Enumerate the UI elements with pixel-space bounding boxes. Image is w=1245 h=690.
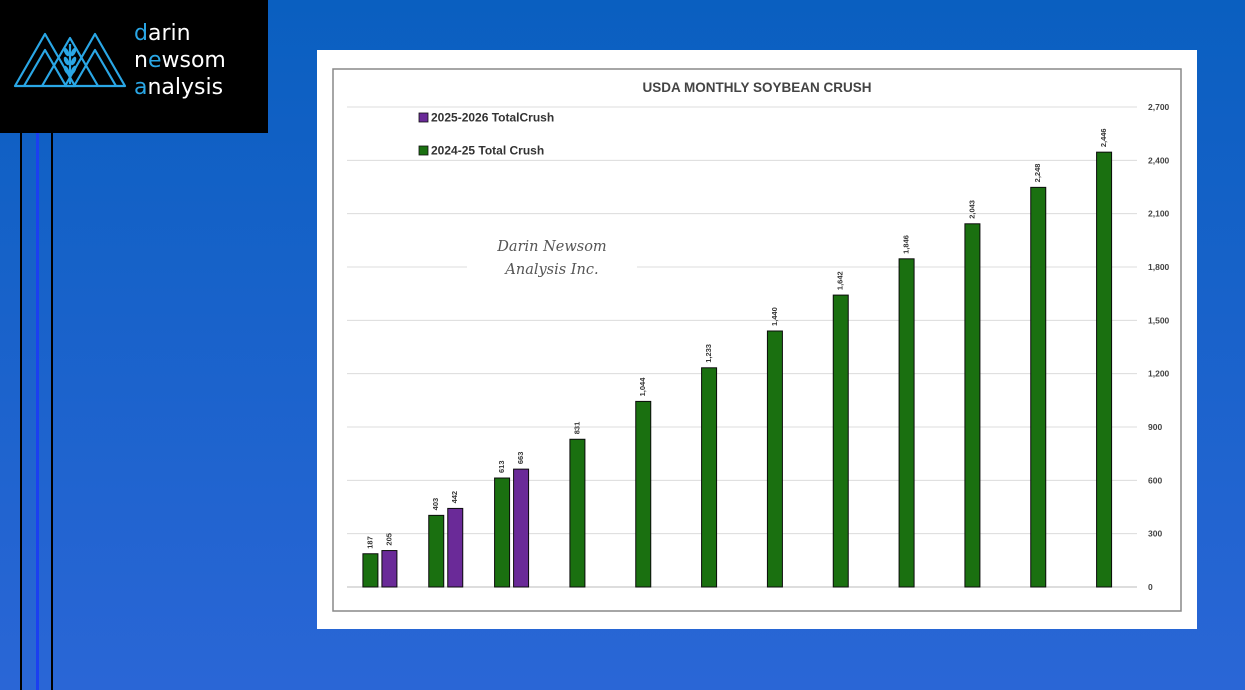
- bar: [1030, 186, 1047, 588]
- bar: [898, 258, 915, 588]
- logo-box: darin newsom analysis: [0, 0, 268, 133]
- bar: [635, 400, 652, 588]
- data-label: 1,233: [704, 344, 713, 363]
- data-label: 1,044: [638, 377, 647, 397]
- legend-swatch: [418, 112, 429, 123]
- y-tick-label: 2,100: [1148, 209, 1170, 219]
- logo-line-1: darin: [134, 21, 191, 46]
- legend-label: 2025-2026 TotalCrush: [431, 111, 554, 125]
- logo-line-2: newsom: [134, 48, 226, 73]
- data-label: 205: [384, 533, 393, 546]
- logo-wordmark: darin newsom analysis: [134, 20, 226, 101]
- bar: [428, 514, 445, 588]
- data-label: 1,846: [902, 235, 911, 254]
- y-tick-label: 0: [1148, 582, 1153, 592]
- data-label: 2,248: [1033, 164, 1042, 183]
- soybean-crush-chart: 0 300 600 900 1,200 1,500 1,800 2,100 2,400 2,700…: [332, 68, 1182, 612]
- chart-frame: 0 300 600 900 1,200 1,500 1,800 2,100 2,400 2,700…: [317, 50, 1197, 629]
- bar: [513, 468, 530, 588]
- data-label: 1,642: [836, 271, 845, 290]
- data-label: 442: [450, 491, 459, 504]
- bar: [964, 223, 981, 588]
- chart-border: [332, 68, 1182, 612]
- y-tick-label: 2,700: [1148, 102, 1170, 112]
- y-tick-label: 600: [1148, 475, 1162, 485]
- bar: [447, 507, 464, 588]
- logo-line-3: analysis: [134, 75, 224, 100]
- decor-line-3: [51, 133, 53, 690]
- mountain-wheat-logo-icon: [13, 32, 127, 88]
- chart-title: USDA MONTHLY SOYBEAN CRUSH: [642, 80, 871, 95]
- data-label: 663: [516, 452, 525, 465]
- watermark-line-1: Darin Newsom: [497, 239, 607, 255]
- bar: [832, 294, 849, 588]
- decor-line-2: [36, 133, 39, 690]
- data-label: 2,043: [967, 200, 976, 219]
- bar: [362, 553, 379, 588]
- y-tick-label: 300: [1148, 529, 1162, 539]
- watermark-line-2: Analysis Inc.: [505, 262, 599, 278]
- data-label: 831: [572, 422, 581, 435]
- data-label: 613: [497, 461, 506, 474]
- legend-label: 2024-25 Total Crush: [431, 144, 544, 158]
- legend-swatch: [418, 145, 429, 156]
- y-tick-label: 1,500: [1148, 315, 1170, 325]
- y-tick-label: 2,400: [1148, 155, 1170, 165]
- bar: [1096, 151, 1113, 588]
- y-tick-label: 1,200: [1148, 369, 1170, 379]
- data-label: 2,446: [1099, 128, 1108, 147]
- data-label: 1,440: [770, 307, 779, 326]
- bar: [494, 477, 511, 588]
- y-tick-label: 1,800: [1148, 262, 1170, 272]
- y-tick-label: 900: [1148, 422, 1162, 432]
- data-label: 403: [431, 498, 440, 511]
- bar: [701, 367, 718, 588]
- bar: [381, 550, 398, 588]
- watermark: Darin Newsom Analysis Inc.: [467, 236, 637, 282]
- bar: [569, 438, 586, 588]
- bar: [766, 330, 783, 588]
- decor-line-1: [20, 133, 22, 690]
- data-label: 187: [365, 536, 374, 549]
